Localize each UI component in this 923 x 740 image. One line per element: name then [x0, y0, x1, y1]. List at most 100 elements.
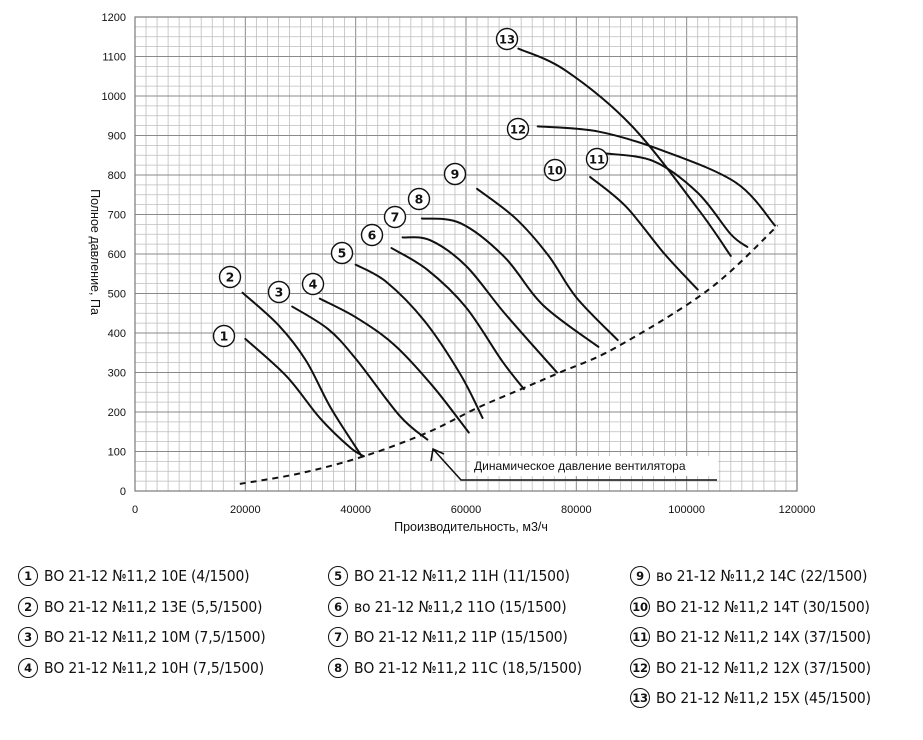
legend-badge: 12 [630, 658, 650, 678]
legend-text: ВО 21-12 №11,2 11С (18,5/1500) [354, 659, 582, 677]
legend-text: ВО 21-12 №11,2 13Е (5,5/1500) [44, 598, 263, 616]
x-tick-label: 100000 [668, 504, 705, 516]
legend-text: ВО 21-12 №11,2 10М (7,5/1500) [44, 628, 266, 646]
curve-badge-label-6: 6 [368, 228, 377, 243]
legend-item-1: 1 ВО 21-12 №11,2 10Е (4/1500) [18, 566, 250, 586]
legend-badge: 6 [328, 597, 348, 617]
curve-badge-label-12: 12 [510, 123, 526, 137]
curve-badge-label-8: 8 [415, 192, 424, 207]
y-tick-label: 200 [108, 407, 126, 419]
curve-badge-label-10: 10 [547, 164, 563, 178]
y-tick-label: 900 [108, 131, 126, 143]
curve-badge-13 [495, 27, 519, 51]
curve-badge-11 [585, 147, 609, 171]
legend-badge: 3 [18, 627, 38, 647]
legend-item-6: 6 во 21-12 №11,2 11О (15/1500) [328, 597, 567, 617]
curve-badge-label-11: 11 [589, 153, 605, 167]
fan-curve-8 [420, 217, 600, 348]
fan-curve-6 [390, 247, 525, 391]
legend-item-7: 7 ВО 21-12 №11,2 11Р (15/1500) [328, 627, 568, 647]
y-tick-label: 600 [108, 249, 126, 261]
curve-badge-7 [383, 205, 407, 229]
x-axis-label: Производительность, м3/ч [394, 520, 548, 534]
legend-badge: 7 [328, 627, 348, 647]
legend-badge: 10 [630, 597, 650, 617]
legend-item-13: 13 ВО 21-12 №11,2 15Х (45/1500) [630, 688, 871, 708]
y-tick-label: 500 [108, 289, 126, 301]
curve-badge-5 [330, 241, 354, 265]
y-tick-label: 1200 [102, 12, 126, 24]
legend-text: ВО 21-12 №11,2 14Т (30/1500) [656, 598, 870, 616]
curve-badge-4 [301, 272, 325, 296]
legend-text: ВО 21-12 №11,2 14Х (37/1500) [656, 628, 871, 646]
y-tick-label: 1000 [102, 91, 126, 103]
curve-badge-3 [267, 280, 291, 304]
legend-text: ВО 21-12 №11,2 10Е (4/1500) [44, 567, 250, 585]
curve-badge-10 [543, 158, 567, 182]
legend-item-11: 11 ВО 21-12 №11,2 14Х (37/1500) [630, 627, 871, 647]
fan-curve-2 [241, 291, 363, 457]
y-tick-label: 0 [120, 486, 126, 498]
legend-item-2: 2 ВО 21-12 №11,2 13Е (5,5/1500) [18, 597, 262, 617]
fan-curve-13 [517, 47, 732, 257]
annotation-arrowhead [430, 447, 445, 462]
fan-curve-4 [318, 297, 470, 434]
legend-badge: 1 [18, 566, 38, 586]
legend-item-5: 5 ВО 21-12 №11,2 11Н (11/1500) [328, 566, 570, 586]
legend-item-12: 12 ВО 21-12 №11,2 12Х (37/1500) [630, 658, 871, 678]
y-axis-label: Полное давление, Па [88, 189, 102, 315]
curve-badge-6 [360, 223, 384, 247]
legend-badge: 9 [630, 566, 650, 586]
fan-curve-7 [401, 236, 559, 374]
curve-badge-label-1: 1 [220, 329, 229, 344]
legend-badge: 4 [18, 658, 38, 678]
annotation-box [470, 456, 718, 476]
y-tick-label: 300 [108, 368, 126, 380]
legend-text: ВО 21-12 №11,2 12Х (37/1500) [656, 659, 871, 677]
fan-curve-3 [291, 305, 429, 441]
legend-text: ВО 21-12 №11,2 11Н (11/1500) [354, 567, 570, 585]
legend-badge: 5 [328, 566, 348, 586]
x-tick-label: 80000 [561, 504, 592, 516]
curve-badge-label-9: 9 [451, 167, 460, 182]
legend-item-3: 3 ВО 21-12 №11,2 10М (7,5/1500) [18, 627, 266, 647]
dynamic-pressure-curve [239, 224, 779, 485]
x-tick-label: 60000 [451, 504, 482, 516]
fan-curve-12 [536, 125, 776, 227]
x-tick-label: 20000 [230, 504, 261, 516]
plot-frame [134, 16, 798, 492]
legend-badge: 11 [630, 627, 650, 647]
grid [135, 17, 797, 491]
legend-item-8: 8 ВО 21-12 №11,2 11С (18,5/1500) [328, 658, 582, 678]
fan-curve-11 [602, 152, 749, 248]
legend-text: ВО 21-12 №11,2 11Р (15/1500) [354, 628, 568, 646]
annotation-leader [432, 448, 717, 481]
legend-badge: 8 [328, 658, 348, 678]
legend-item-4: 4 ВО 21-12 №11,2 10Н (7,5/1500) [18, 658, 264, 678]
curve-badge-label-13: 13 [499, 33, 515, 47]
y-tick-label: 800 [108, 170, 126, 182]
legend-text: ВО 21-12 №11,2 15Х (45/1500) [656, 689, 871, 707]
legend-item-9: 9 во 21-12 №11,2 14С (22/1500) [630, 566, 867, 586]
curve-badge-9 [443, 162, 467, 186]
x-tick-label: 0 [132, 504, 138, 516]
legend-text: во 21-12 №11,2 11О (15/1500) [354, 598, 567, 616]
curve-badge-label-5: 5 [338, 246, 347, 261]
fan-curve-10 [589, 175, 699, 291]
curve-badge-8 [407, 187, 431, 211]
curve-badge-label-3: 3 [275, 285, 284, 300]
legend-badge: 13 [630, 688, 650, 708]
fan-curve-5 [354, 263, 484, 419]
legend: 1 ВО 21-12 №11,2 10Е (4/1500) 2 ВО 21-12 №1… [0, 560, 923, 740]
curve-badge-2 [218, 265, 242, 289]
pressure-flow-chart: 0100200300400500600700800900100011001200… [88, 12, 815, 534]
y-tick-label: 1100 [102, 52, 126, 64]
curve-badge-label-4: 4 [309, 277, 318, 292]
fan-curve-9 [476, 187, 619, 342]
legend-badge: 2 [18, 597, 38, 617]
y-tick-label: 100 [108, 447, 126, 459]
legend-text: ВО 21-12 №11,2 10Н (7,5/1500) [44, 659, 264, 677]
y-tick-label: 400 [108, 328, 126, 340]
fan-curve-1 [244, 337, 365, 458]
legend-item-10: 10 ВО 21-12 №11,2 14Т (30/1500) [630, 597, 870, 617]
